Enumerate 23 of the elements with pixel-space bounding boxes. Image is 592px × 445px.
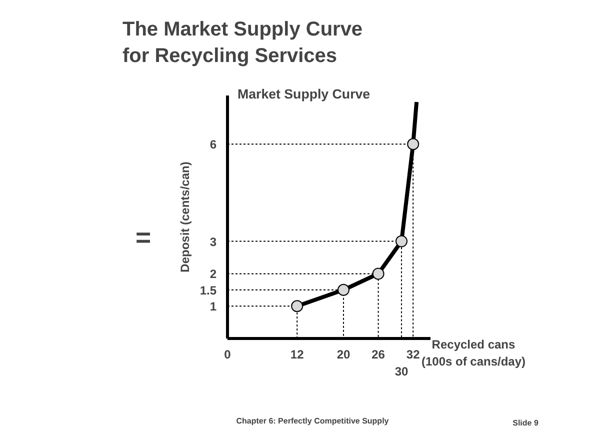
point: [372, 268, 384, 280]
text: =: [136, 222, 152, 252]
point: [291, 300, 304, 312]
y-axis-title: Deposit (cents/can): [178, 162, 192, 272]
chart-title: The Market Supply Curve for Recycling Services: [122, 18, 363, 67]
x-tick-label: 32: [406, 348, 420, 362]
y-tick-label: 6: [210, 138, 217, 152]
chart-subtitle: Market Supply Curve: [238, 86, 370, 102]
y-tick-label: 1: [210, 300, 217, 314]
text: Chapter 6: Perfectly Competitive Supply: [236, 416, 390, 426]
x-tick-label: 20: [336, 348, 350, 362]
x-tick-label: 26: [372, 348, 386, 362]
annotation: 30: [394, 364, 408, 378]
x-tick-label: 12: [290, 348, 304, 362]
point: [407, 138, 420, 150]
x-axis-title: Recycled cans (100s of cans/day): [421, 338, 526, 368]
y-tick-label: 2: [210, 267, 217, 282]
point: [396, 235, 408, 248]
y-tick-label: 1.5: [200, 283, 217, 298]
point: [338, 284, 350, 296]
text: Slide 9: [512, 418, 539, 428]
y-tick-label: 3: [210, 234, 217, 249]
x-tick-label: 0: [224, 348, 232, 362]
